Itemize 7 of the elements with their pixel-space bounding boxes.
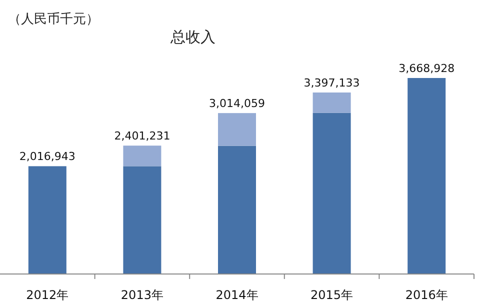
title: 总收入	[170, 28, 216, 46]
ylabel: （人民币千元）	[8, 12, 99, 27]
annotation: 2,016,943	[19, 150, 76, 164]
annotation: 2,401,231	[114, 130, 170, 143]
annotation: 3,014,059	[209, 97, 265, 110]
annotation: 3,668,928	[398, 62, 455, 75]
annotation: 3,397,133	[304, 76, 360, 90]
